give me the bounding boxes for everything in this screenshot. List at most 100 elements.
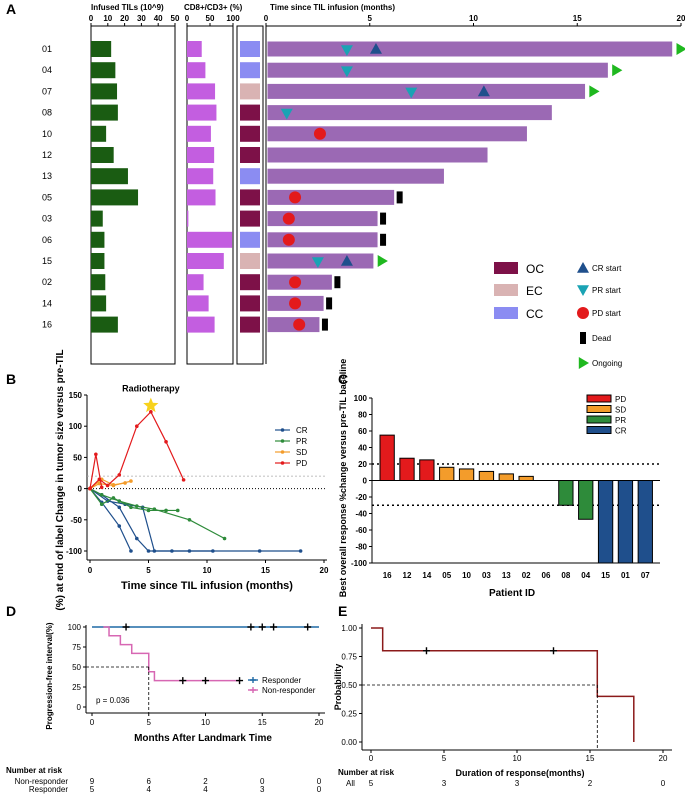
b-point-pr bbox=[222, 536, 227, 541]
b-point-sd bbox=[129, 479, 133, 483]
e-km-line bbox=[371, 627, 635, 742]
b-legend-label-pd: PD bbox=[296, 459, 307, 468]
c-y-tick-label: 40 bbox=[358, 444, 367, 453]
legend-pd-icon bbox=[577, 307, 589, 319]
dead-marker bbox=[326, 297, 333, 310]
e-censor-mark bbox=[422, 647, 430, 655]
b-point-cr bbox=[146, 549, 151, 553]
e-risk-value: 3 bbox=[442, 779, 447, 788]
d-risk-value: 0 bbox=[317, 777, 322, 786]
b-line-pr bbox=[89, 488, 178, 512]
cd8-tick-label: 50 bbox=[206, 14, 215, 23]
d-legend-cross bbox=[250, 677, 256, 683]
c-y-label: Best overall response %change versus pre… bbox=[338, 359, 348, 597]
b-x-label: Time since TIL infusion (months) bbox=[121, 580, 293, 592]
b-y-tick-label: -100 bbox=[66, 547, 83, 556]
b-line-sd bbox=[89, 478, 126, 490]
c-legend-label-cr: CR bbox=[615, 427, 627, 436]
legend-ongoing-label: Ongoing bbox=[592, 359, 622, 368]
swim-bar bbox=[266, 231, 379, 249]
c-legend-swatch-pd bbox=[586, 394, 612, 403]
cd8-bar bbox=[187, 41, 202, 57]
c-bar bbox=[637, 480, 653, 564]
cd8-title: CD8+/CD3+ (%) bbox=[184, 3, 243, 12]
pd-start-marker bbox=[293, 318, 306, 331]
cd8-bar bbox=[187, 147, 215, 163]
e-risk-title: Number at risk bbox=[338, 768, 395, 777]
c-bar bbox=[558, 480, 574, 506]
b-point-cr bbox=[117, 524, 122, 528]
e-x-tick-label: 15 bbox=[586, 754, 595, 763]
d-censor-mark bbox=[179, 677, 187, 685]
cancer-type-cell-oc bbox=[240, 104, 260, 121]
legend-pr-icon bbox=[577, 285, 589, 296]
d-x-tick-label: 10 bbox=[201, 718, 210, 727]
b-point-cr bbox=[135, 536, 139, 541]
c-y-tick-label: -40 bbox=[355, 510, 367, 519]
cancer-type-cell-oc bbox=[240, 316, 260, 333]
patient-id-label: 10 bbox=[42, 129, 52, 139]
d-x-tick-label: 0 bbox=[90, 718, 95, 727]
b-point-pr bbox=[135, 504, 139, 508]
b-point-pr bbox=[164, 508, 168, 513]
cancer-type-cell-ec bbox=[240, 253, 260, 269]
c-x-tick-label: 12 bbox=[403, 571, 412, 580]
patient-id-label: 04 bbox=[42, 65, 52, 75]
cd8-bar bbox=[187, 125, 211, 142]
e-risk-value: 2 bbox=[588, 779, 593, 788]
pd-start-marker bbox=[282, 233, 295, 246]
cd8-bar bbox=[187, 168, 214, 185]
c-bar bbox=[399, 457, 415, 482]
cr-start-marker bbox=[369, 43, 382, 54]
legend-pd-label: PD start bbox=[592, 309, 622, 318]
legend-label-ec: EC bbox=[526, 284, 543, 298]
c-y-tick-label: 80 bbox=[358, 411, 367, 420]
dead-marker bbox=[334, 276, 341, 289]
e-x-tick-label: 20 bbox=[659, 754, 668, 763]
d-censor-mark bbox=[270, 623, 278, 631]
b-point-pr bbox=[129, 505, 133, 510]
b-x-tick-label: 15 bbox=[261, 566, 270, 575]
c-y-tick-label: -80 bbox=[355, 543, 367, 552]
cd8-bar bbox=[187, 189, 216, 206]
e-y-tick-label: 0.00 bbox=[341, 738, 357, 747]
legend-swatch-oc bbox=[494, 262, 518, 274]
cd8-bar bbox=[187, 316, 215, 333]
b-legend-label-pr: PR bbox=[296, 437, 307, 446]
dead-marker bbox=[321, 318, 328, 331]
ongoing-marker bbox=[676, 43, 685, 55]
patient-id-label: 03 bbox=[42, 214, 52, 224]
e-risk-value: 0 bbox=[661, 779, 666, 788]
infused-tick-label: 40 bbox=[154, 14, 163, 23]
b-point-pd bbox=[164, 440, 168, 444]
b-point-pd bbox=[117, 473, 122, 477]
c-bar bbox=[498, 473, 514, 481]
c-x-tick-label: 13 bbox=[502, 571, 511, 580]
d-risk-value: 6 bbox=[147, 777, 152, 786]
c-legend-swatch-sd bbox=[586, 405, 612, 413]
c-x-tick-label: 08 bbox=[561, 571, 570, 580]
infused-tick-label: 10 bbox=[103, 14, 112, 23]
cd8-bar bbox=[187, 274, 204, 291]
cd8-bar bbox=[187, 62, 206, 79]
c-x-tick-label: 02 bbox=[522, 571, 531, 580]
e-x-tick-label: 10 bbox=[513, 754, 522, 763]
cancer-type-cell-cc bbox=[240, 168, 260, 185]
ongoing-marker bbox=[612, 64, 623, 77]
d-censor-mark bbox=[236, 677, 244, 685]
infused-tick-label: 30 bbox=[137, 14, 146, 23]
b-point-cr bbox=[298, 549, 303, 553]
c-y-tick-label: -20 bbox=[355, 493, 367, 502]
e-y-tick-label: 1.00 bbox=[341, 624, 357, 633]
cd8-bar bbox=[187, 231, 233, 248]
cd8-bar bbox=[187, 253, 224, 269]
c-bar bbox=[379, 434, 395, 481]
c-legend-swatch-pr bbox=[586, 415, 612, 424]
swim-tick-label: 20 bbox=[677, 14, 685, 23]
b-point-pr bbox=[152, 507, 157, 511]
infused-bar bbox=[91, 147, 114, 163]
c-y-tick-label: -100 bbox=[351, 559, 368, 568]
e-y-tick-label: 0.50 bbox=[341, 681, 357, 690]
pd-start-marker bbox=[282, 212, 295, 225]
